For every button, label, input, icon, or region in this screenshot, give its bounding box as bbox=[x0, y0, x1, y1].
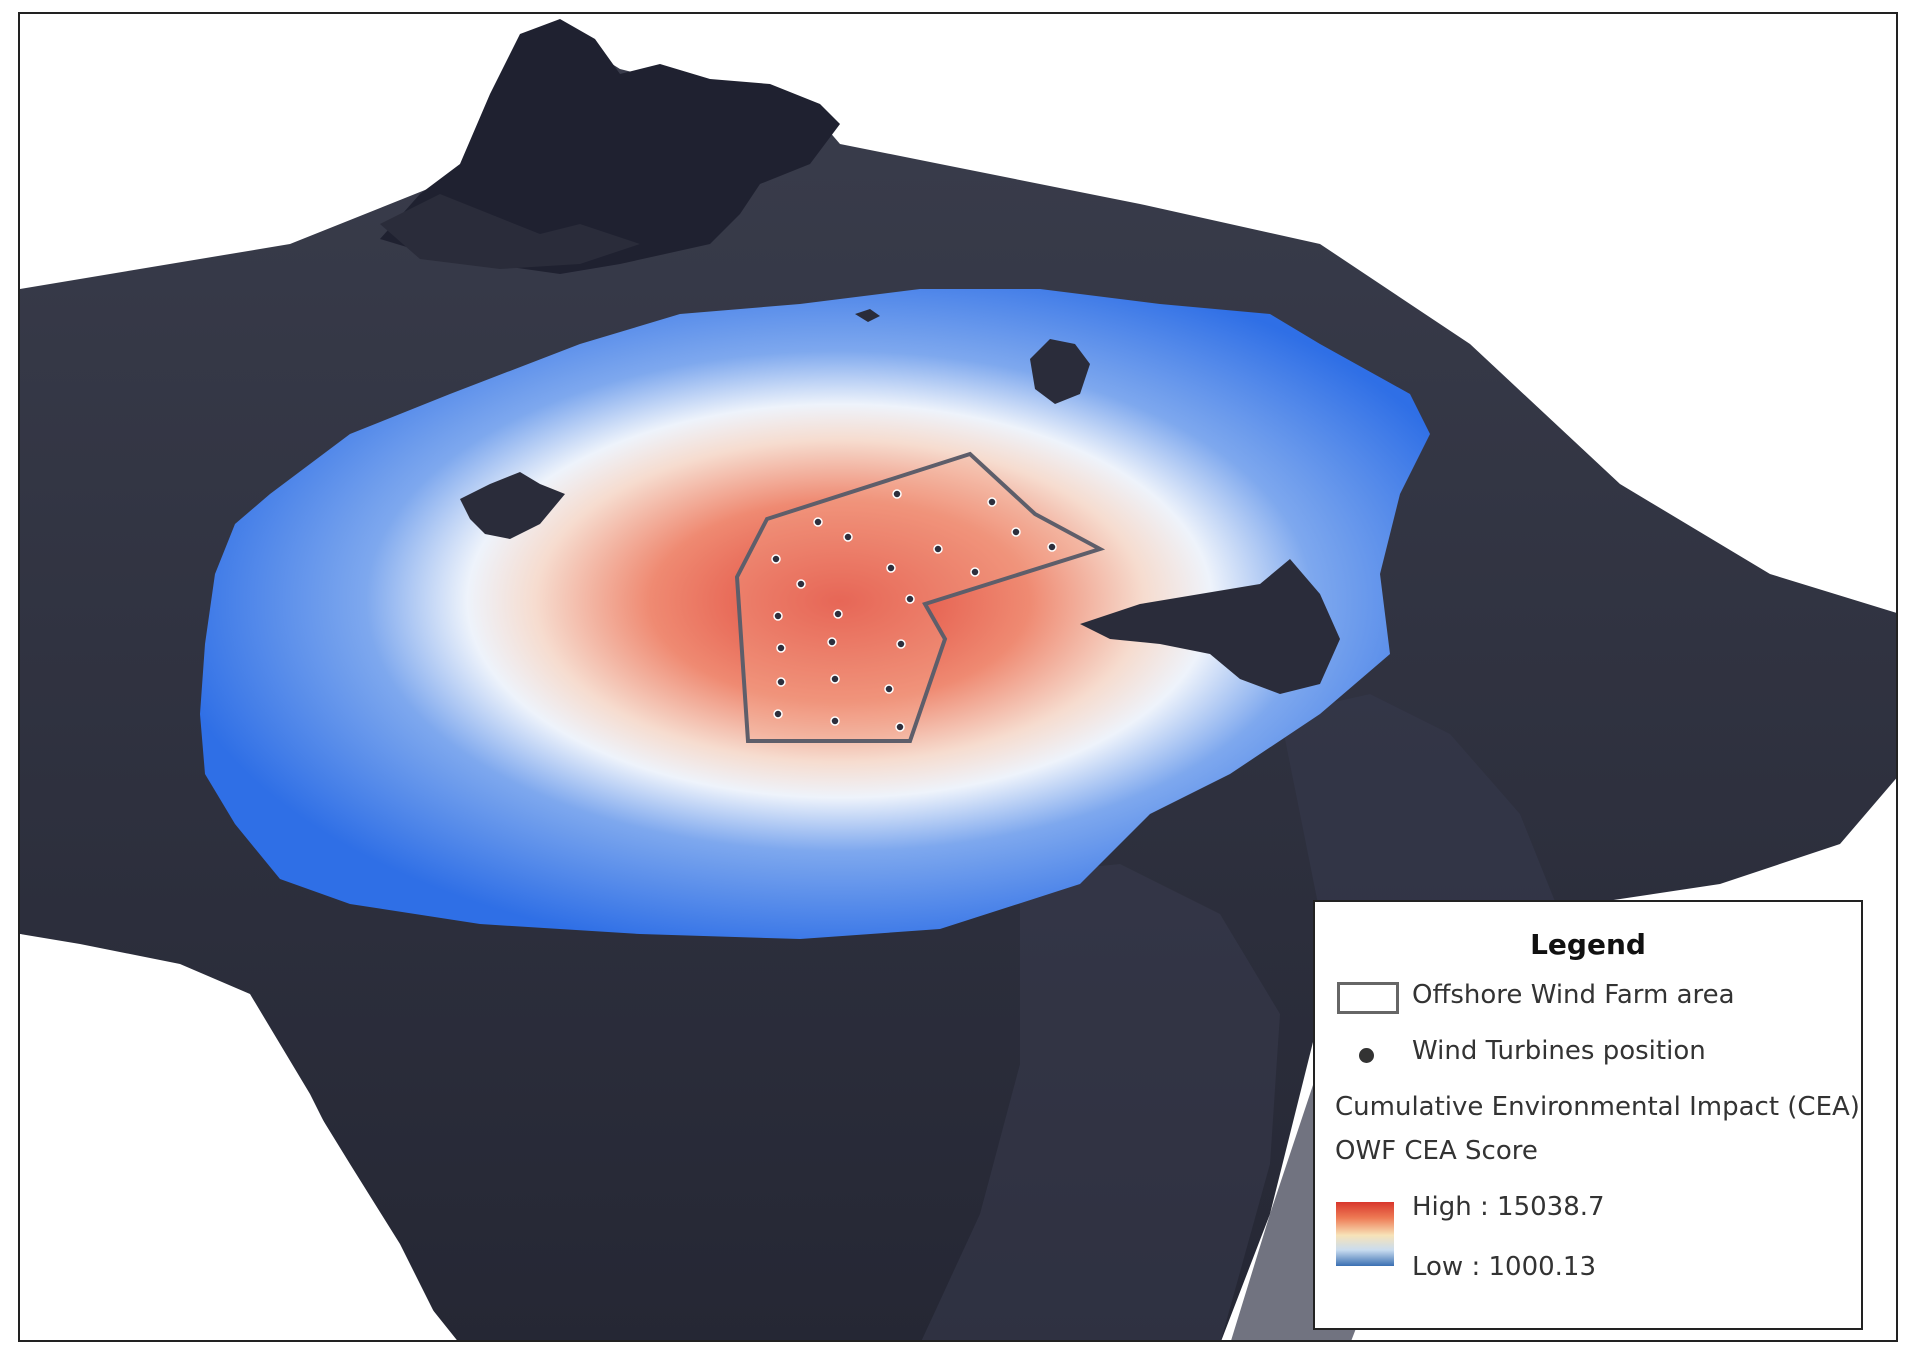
wind-turbine-marker[interactable] bbox=[776, 643, 786, 653]
wind-turbine-marker[interactable] bbox=[1047, 542, 1057, 552]
wind-turbine-marker[interactable] bbox=[1011, 527, 1021, 537]
wind-turbine-marker[interactable] bbox=[830, 716, 840, 726]
wind-turbine-marker[interactable] bbox=[987, 497, 997, 507]
wind-turbine-marker[interactable] bbox=[843, 532, 853, 542]
wind-turbine-marker[interactable] bbox=[892, 489, 902, 499]
wind-turbine-marker[interactable] bbox=[884, 684, 894, 694]
ramp-low-label: Low : 1000.13 bbox=[1412, 1252, 1597, 1282]
wind-turbine-marker[interactable] bbox=[776, 677, 786, 687]
wind-farm-area-symbol bbox=[1337, 982, 1399, 1014]
wind-turbine-marker[interactable] bbox=[773, 611, 783, 621]
map-frame bbox=[18, 12, 1898, 1342]
ramp-high-label: High : 15038.7 bbox=[1412, 1192, 1605, 1222]
wind-turbine-marker[interactable] bbox=[830, 674, 840, 684]
wind-turbine-dot-icon bbox=[1359, 1048, 1374, 1063]
wind-turbine-marker[interactable] bbox=[771, 554, 781, 564]
color-ramp bbox=[1336, 1202, 1394, 1266]
wind-turbine-marker[interactable] bbox=[827, 637, 837, 647]
legend-title: Legend bbox=[1530, 928, 1646, 961]
island-right bbox=[1080, 559, 1340, 694]
mountain-foothills bbox=[380, 194, 640, 269]
nodata-area-left bbox=[20, 934, 448, 1340]
wind-turbine-marker[interactable] bbox=[970, 567, 980, 577]
wind-turbines-layer bbox=[771, 489, 1057, 732]
wind-turbine-marker[interactable] bbox=[895, 722, 905, 732]
map-3d-view[interactable] bbox=[20, 14, 1898, 1342]
wind-turbine-marker[interactable] bbox=[886, 563, 896, 573]
offshore-wind-farm-area[interactable] bbox=[734, 451, 1106, 743]
wind-turbine-marker[interactable] bbox=[933, 544, 943, 554]
island-left bbox=[460, 472, 565, 539]
wind-turbine-marker[interactable] bbox=[796, 579, 806, 589]
legend-field-name: OWF CEA Score bbox=[1335, 1136, 1538, 1166]
legend-item-wind-turbines: Wind Turbines position bbox=[1412, 1036, 1706, 1066]
terrain-slope bbox=[921, 864, 1280, 1340]
wind-turbine-marker[interactable] bbox=[833, 609, 843, 619]
mountain-range bbox=[380, 19, 840, 274]
wind-turbine-marker[interactable] bbox=[813, 517, 823, 527]
wind-turbine-marker[interactable] bbox=[905, 594, 915, 604]
wind-turbine-marker[interactable] bbox=[896, 639, 906, 649]
legend-layer-title: Cumulative Environmental Impact (CEA) bbox=[1335, 1092, 1860, 1122]
wind-turbine-marker[interactable] bbox=[773, 709, 783, 719]
legend-item-wind-farm-area: Offshore Wind Farm area bbox=[1412, 980, 1735, 1010]
cea-impact-surface bbox=[200, 289, 1430, 939]
legend-panel: Legend Offshore Wind Farm area Wind Turb… bbox=[1313, 900, 1863, 1330]
island-top bbox=[1030, 339, 1090, 404]
island-small bbox=[855, 309, 880, 322]
